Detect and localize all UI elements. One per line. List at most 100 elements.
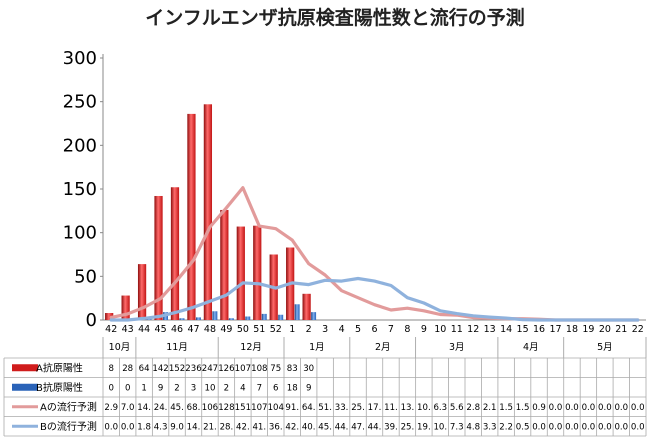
bar-a-antigen [236, 226, 245, 320]
table-cell: 0.0 [549, 403, 563, 413]
x-tick-label: 1 [289, 324, 295, 335]
table-cell: 108 [251, 364, 267, 374]
chart-title: インフルエンザ抗原検査陽性数と流行の予測 [145, 6, 524, 29]
x-tick-label: 7 [388, 324, 394, 335]
x-tick-label: 15 [517, 324, 529, 335]
bar-a-antigen [253, 225, 262, 320]
x-tick-label: 4 [339, 324, 345, 335]
table-cell: 0.0 [598, 422, 612, 432]
table-cell: 8 [108, 364, 113, 374]
x-tick-label: 19 [582, 324, 594, 335]
table-cell: 10. [433, 422, 447, 432]
table-cell: 39. [384, 422, 398, 432]
table-cell: 142 [152, 364, 168, 374]
table-cell: 1 [141, 383, 146, 393]
data-table: A抗原陽性 8 28 64 142 152 236 247 126 107 108 75 83 30B抗原… [3, 357, 647, 437]
x-tick-label: 21 [615, 324, 627, 335]
y-tick-label: 300 [63, 48, 97, 69]
bar-b-antigen [245, 316, 251, 320]
table-cell: 42. [236, 422, 250, 432]
month-label: 11月 [166, 342, 188, 353]
table-cell: 236 [185, 364, 201, 374]
x-tick-label: 14 [500, 324, 512, 335]
table-cell: 0.0 [582, 422, 596, 432]
bar-a-antigen [154, 195, 163, 320]
table-cell: 25. [351, 403, 365, 413]
series-name: B抗原陽性 [36, 381, 83, 394]
table-cell: 4 [240, 383, 245, 393]
table-cell: 44. [335, 422, 349, 432]
table-cell: 2.8 [466, 403, 480, 413]
bar-b-antigen [278, 314, 284, 320]
table-cell: 0.0 [631, 422, 645, 432]
table-cell: 40. [302, 422, 316, 432]
x-tick-label: 45 [155, 324, 167, 335]
bar-a-antigen [121, 295, 130, 320]
table-cell: 0.0 [614, 422, 628, 432]
x-tick-label: 2 [306, 324, 312, 335]
x-axis-labels: 42 43 44 45 46 47 48 49 50 51 52 1 2 3 4 5 6 7 8 9 10 11 12 13 1… [102, 324, 647, 358]
x-tick-label: 52 [270, 324, 282, 335]
table-cell: 0.0 [104, 422, 118, 432]
table-cell: 75 [270, 364, 281, 374]
x-tick-label: 10 [434, 324, 446, 335]
bar-b-antigen [179, 318, 185, 320]
table-cell: 44. [368, 422, 382, 432]
table-cell: 3 [191, 383, 196, 393]
x-tick-label: 6 [371, 324, 377, 335]
y-tick-label: 250 [63, 92, 97, 113]
x-tick-label: 51 [253, 324, 265, 335]
table-cell: 1.5 [516, 403, 530, 413]
table-cell: 107 [235, 364, 251, 374]
x-tick-label: 46 [171, 324, 183, 335]
bar-a-antigen [187, 113, 196, 320]
month-label: 4月 [523, 342, 539, 353]
y-tick-label: 200 [63, 135, 97, 156]
table-cell: 2.2 [499, 422, 513, 432]
table-cell: 21. [203, 422, 217, 432]
table-cell: 7.3 [450, 422, 464, 432]
table-cell: 1.5 [499, 403, 513, 413]
x-tick-label: 20 [599, 324, 611, 335]
table-cell: 151 [235, 403, 251, 413]
table-cell: 45. [170, 403, 184, 413]
table-cell: 128 [218, 403, 234, 413]
table-cell: 28. [220, 422, 234, 432]
table-cell: 6 [273, 383, 278, 393]
month-label: 2月 [375, 342, 391, 353]
x-tick-label: 3 [322, 324, 328, 335]
table-cell: 2.9 [104, 403, 118, 413]
table-cell: 6.3 [433, 403, 447, 413]
table-cell: 0.0 [614, 403, 628, 413]
x-tick-label: 8 [404, 324, 410, 335]
y-tick-label: 100 [63, 223, 97, 244]
table-cell: 10 [204, 383, 215, 393]
bar-a-antigen [203, 104, 213, 320]
table-cell: 0 [108, 383, 113, 393]
table-cell: 247 [202, 364, 218, 374]
table-cell: 25. [401, 422, 415, 432]
table-cell: 7 [257, 383, 262, 393]
table-cell: 4.8 [466, 422, 480, 432]
x-tick-label: 44 [138, 324, 150, 335]
table-cell: 1.8 [137, 422, 151, 432]
table-cell: 0.0 [549, 422, 563, 432]
table-cell: 41. [252, 422, 266, 432]
x-tick-label: 43 [122, 324, 134, 335]
legend-key [12, 383, 38, 391]
table-cell: 64. [302, 403, 316, 413]
table-cell: 9.0 [170, 422, 184, 432]
x-tick-label: 17 [549, 324, 561, 335]
table-cell: 4.3 [154, 422, 168, 432]
table-cell: 0.0 [631, 403, 645, 413]
table-cell: 13. [401, 403, 415, 413]
table-cell: 10. [417, 403, 431, 413]
y-tick-label: 0 [86, 310, 97, 331]
table-cell: 68. [187, 403, 201, 413]
x-tick-label: 18 [566, 324, 578, 335]
x-tick-label: 9 [421, 324, 427, 335]
x-tick-label: 42 [105, 324, 117, 335]
table-cell: 14. [137, 403, 151, 413]
table-cell: 28 [122, 364, 133, 374]
